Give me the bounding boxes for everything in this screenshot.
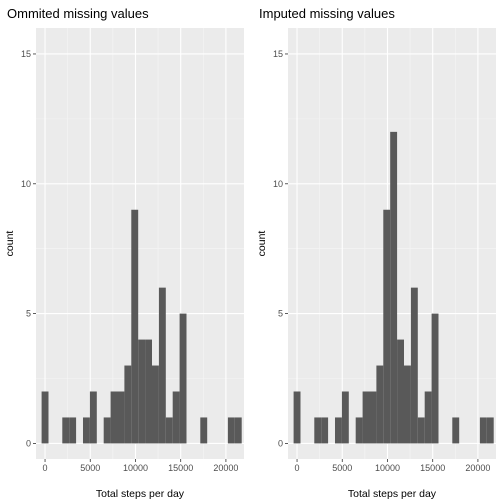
histogram-bar: [165, 417, 173, 444]
histogram-bar: [110, 391, 118, 444]
histogram-bar: [124, 365, 132, 444]
histogram-bar: [89, 391, 97, 444]
x-tick-label: 20000: [213, 463, 238, 473]
x-tick-label: 20000: [465, 463, 490, 473]
x-tick-label: 10000: [375, 463, 400, 473]
histogram-bar: [117, 391, 125, 444]
y-tick-label: 15: [21, 49, 31, 59]
histogram-panel-2: 0 5000 10000 15000 20000 0 5 10 15 Imputed missin…: [256, 6, 496, 500]
y-tick-label: 0: [278, 438, 283, 448]
histogram-bar: [355, 417, 363, 444]
histogram-bar: [424, 391, 432, 444]
y-axis-title: count: [4, 231, 16, 257]
y-tick-label: 10: [273, 179, 283, 189]
histogram-bar: [62, 417, 70, 444]
histogram-bar: [227, 417, 235, 444]
y-tick-label: 5: [278, 309, 283, 319]
histogram-bar: [403, 365, 411, 444]
histogram-bar: [41, 391, 49, 444]
y-axis-title: count: [256, 231, 268, 257]
histogram-bar: [131, 209, 139, 444]
histogram-bar: [383, 209, 391, 444]
histogram-bar: [138, 339, 146, 444]
x-tick-label: 0: [295, 463, 300, 473]
histogram-bar: [390, 131, 398, 444]
y-tick-label: 5: [26, 309, 31, 319]
x-tick-label: 15000: [420, 463, 445, 473]
histogram-bar: [179, 313, 187, 444]
x-tick-label: 5000: [80, 463, 100, 473]
x-tick-label: 10000: [123, 463, 148, 473]
x-tick-label: 0: [43, 463, 48, 473]
histogram-bar: [397, 339, 404, 444]
histogram-bar: [417, 417, 425, 444]
histogram-bar: [293, 391, 301, 444]
x-tick-label: 15000: [168, 463, 193, 473]
histogram-bar: [321, 417, 329, 444]
histogram-bar: [369, 391, 377, 444]
histogram-bar: [82, 417, 90, 444]
histogram-bar: [486, 417, 494, 444]
y-tick-label: 15: [273, 49, 283, 59]
panel-title: Imputed missing values: [259, 6, 395, 21]
histogram-bar: [69, 417, 77, 444]
histogram-bar: [410, 287, 418, 444]
histogram-bar: [376, 365, 384, 444]
histogram-bar: [103, 417, 111, 444]
x-axis-title: Total steps per day: [348, 488, 437, 500]
histogram-bar: [158, 287, 166, 444]
histogram-bar: [234, 417, 242, 444]
histogram-bar: [314, 417, 322, 444]
y-tick-label: 10: [21, 179, 31, 189]
histogram-bar: [479, 417, 487, 444]
panel-title: Ommited missing values: [7, 6, 149, 21]
histogram-bar: [334, 417, 342, 444]
histogram-panel-1: 0 5000 10000 15000 20000 0 5 10 15 Ommited missin…: [4, 6, 244, 500]
histogram-bar: [431, 313, 439, 444]
x-axis-title: Total steps per day: [96, 488, 185, 500]
y-tick-label: 0: [26, 438, 31, 448]
histogram-bar: [145, 339, 152, 444]
histogram-bar: [362, 391, 370, 444]
histogram-bar: [151, 365, 159, 444]
histogram-bar: [200, 417, 208, 444]
histogram-bar: [452, 417, 460, 444]
histogram-bar: [172, 391, 180, 444]
histogram-bar: [341, 391, 349, 444]
x-tick-label: 5000: [332, 463, 352, 473]
